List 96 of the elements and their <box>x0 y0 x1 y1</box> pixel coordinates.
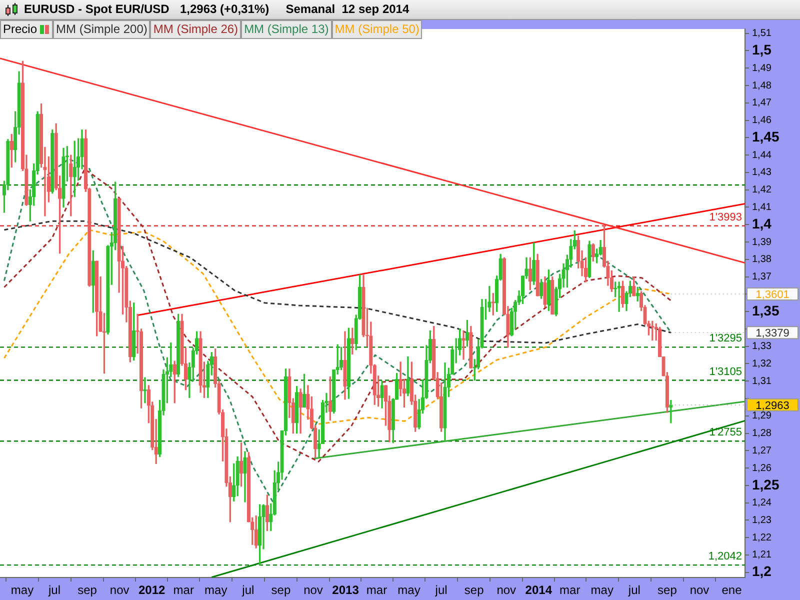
candlestick <box>254 516 258 548</box>
x-tick-label: sep <box>658 583 678 598</box>
chart-title: EURUSD - Spot EUR/USD <box>24 1 170 18</box>
x-tick-label: jul <box>434 583 448 598</box>
y-tick-label: 1,33 <box>752 341 772 352</box>
y-tick-label: 1,35 <box>752 302 780 318</box>
y-tick-label: 1,42 <box>752 184 772 196</box>
candlestick <box>176 314 180 378</box>
x-tick-label: 2014 <box>525 583 552 598</box>
y-tick-label: 1,26 <box>752 462 772 474</box>
y-tick-label: 1,2 <box>752 563 772 580</box>
y-tick-label: 1,25 <box>752 476 780 492</box>
x-tick-label: may <box>590 583 614 598</box>
x-tick-label: nov <box>690 583 710 598</box>
chart-subtitle: 1,2963 (+0,31%) Semanal 12 sep 2014 <box>180 1 410 18</box>
y-tick-label: 1,48 <box>752 80 772 92</box>
x-tick-label: sep <box>271 583 291 598</box>
y-tick-label: 1,32 <box>752 358 772 370</box>
candlestick <box>465 320 470 347</box>
y-tick-label: 1,44 <box>752 150 772 161</box>
candlestick <box>462 330 466 360</box>
annotation: 1,2963 <box>756 400 790 412</box>
y-tick-label: 1,45 <box>752 128 780 145</box>
candlestick <box>380 380 384 408</box>
x-tick-label: ene <box>722 583 742 598</box>
line-series <box>3 229 672 425</box>
candlestick <box>346 328 351 399</box>
ref-line-label: 1'3993 <box>709 211 742 224</box>
y-tick-label: 1,28 <box>752 428 772 440</box>
candlestick <box>62 148 66 208</box>
candlestick <box>132 302 136 361</box>
y-tick-label: 1,47 <box>752 98 772 109</box>
legend-label: Precio <box>0 20 54 39</box>
y-tick-label: 1,41 <box>752 202 772 213</box>
annotation: 1,3379 <box>756 328 790 340</box>
x-tick-label: jul <box>627 583 640 598</box>
x-tick-label: nov <box>304 583 323 598</box>
x-tick-label: 2013 <box>332 583 360 598</box>
line-series <box>3 220 672 344</box>
x-tick-label: sep <box>78 583 98 598</box>
text: MM (Simple 26) <box>150 20 242 39</box>
candlestick <box>50 130 54 194</box>
candlestick <box>265 494 270 531</box>
x-tick-label: may <box>204 583 228 598</box>
candlestick <box>350 328 354 354</box>
x-tick-label: 2012 <box>138 583 166 598</box>
x-tick-label: mar <box>173 583 194 598</box>
x-tick-label: nov <box>110 583 130 598</box>
y-tick-label: 1,23 <box>752 514 772 526</box>
y-tick-label: 1,39 <box>752 236 772 248</box>
candlestick <box>617 282 621 312</box>
x-tick-label: may <box>10 583 34 598</box>
candlestick <box>95 260 99 336</box>
x-tick-label: jul <box>241 583 254 598</box>
candlestick <box>258 504 262 566</box>
candlestick <box>669 400 673 424</box>
y-tick-label: 1,5 <box>752 42 772 58</box>
y-tick-label: 1,31 <box>752 376 772 387</box>
text: MM (Simple 200) <box>53 20 150 39</box>
candlestick <box>588 240 592 278</box>
candlestick <box>543 276 547 308</box>
x-tick-label: may <box>398 583 420 598</box>
candlestick <box>328 376 332 421</box>
candlestick <box>491 292 495 316</box>
candlestick <box>620 280 625 308</box>
ref-line-label: 1'3105 <box>709 366 742 378</box>
x-tick-label: mar <box>560 583 580 598</box>
candlestick <box>143 377 147 404</box>
annotation: 1,3601 <box>756 289 790 302</box>
y-tick-label: 1,46 <box>752 115 772 126</box>
candlestick <box>443 362 447 442</box>
y-tick-label: 1,4 <box>752 215 772 232</box>
x-tick-label: sep <box>464 583 484 598</box>
x-tick-label: mar <box>366 583 388 598</box>
y-tick-label: 1,21 <box>752 550 772 561</box>
text: MM (Simple 50) <box>332 20 422 39</box>
x-tick-label: jul <box>47 583 61 598</box>
y-tick-label: 1,22 <box>752 532 772 544</box>
text: MM (Simple 13) <box>241 20 332 39</box>
y-tick-label: 1,24 <box>752 498 772 509</box>
ref-line-label: 1'3295 <box>709 332 742 345</box>
y-tick-label: 1,37 <box>752 272 772 283</box>
y-tick-label: 1,29 <box>752 410 772 422</box>
candlestick <box>295 386 299 434</box>
y-tick-label: 1,43 <box>752 167 772 178</box>
y-tick-label: 1,49 <box>752 62 772 74</box>
y-tick-label: 1,38 <box>752 254 772 266</box>
candlestick <box>550 276 554 314</box>
x-tick-label: nov <box>496 583 516 598</box>
candlestick <box>102 312 106 374</box>
candlestick <box>469 326 473 368</box>
y-tick-label: 1,27 <box>752 445 772 456</box>
y-tick-label: 1,51 <box>752 28 772 40</box>
candlestick <box>546 270 551 312</box>
candlestick <box>532 242 536 285</box>
ref-line-label: 1,2042 <box>708 550 742 563</box>
